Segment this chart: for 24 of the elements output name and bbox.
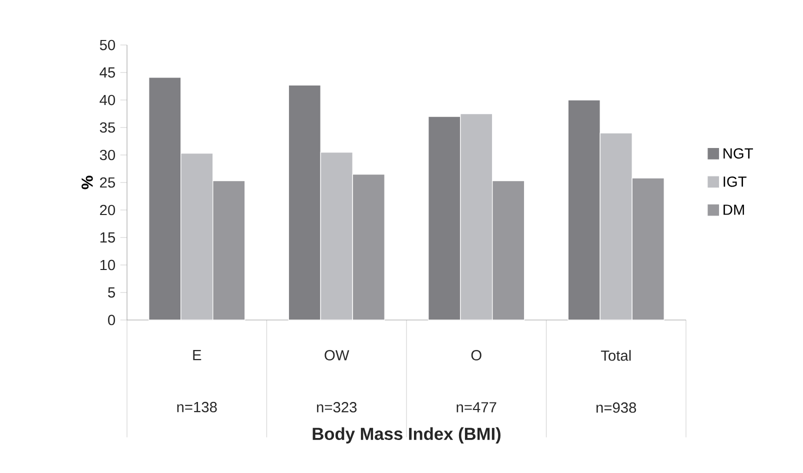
x-axis-title: Body Mass Index (BMI) (312, 427, 500, 444)
x-tick-label: E (193, 350, 202, 360)
y-tick-label: 25 (100, 177, 115, 188)
y-tick-label: 0 (108, 314, 116, 326)
y-tick-label: 35 (100, 122, 115, 133)
y-tick-label: 30 (100, 150, 116, 160)
legend-label: DM (724, 204, 744, 215)
x-tick-label: Total (600, 350, 631, 361)
text: n=323 (317, 402, 357, 412)
x-tick-label: OW (324, 350, 350, 360)
y-tick-label: 5 (108, 287, 115, 298)
y-tick-label: 40 (100, 94, 116, 106)
y-tick-label: 15 (100, 232, 115, 243)
y-axis-title: % (82, 176, 93, 190)
y-tick-label: 10 (100, 260, 116, 270)
text: n=138 (177, 402, 217, 412)
legend-label: NGT (724, 148, 753, 159)
y-tick-label: 20 (100, 204, 116, 216)
legend-label: IGT (724, 176, 746, 187)
y-tick-label: 45 (100, 67, 115, 78)
y-tick-label: 50 (100, 40, 116, 50)
text: n=477 (456, 402, 496, 412)
x-tick-label: O (471, 350, 482, 360)
text: n=938 (596, 402, 636, 413)
